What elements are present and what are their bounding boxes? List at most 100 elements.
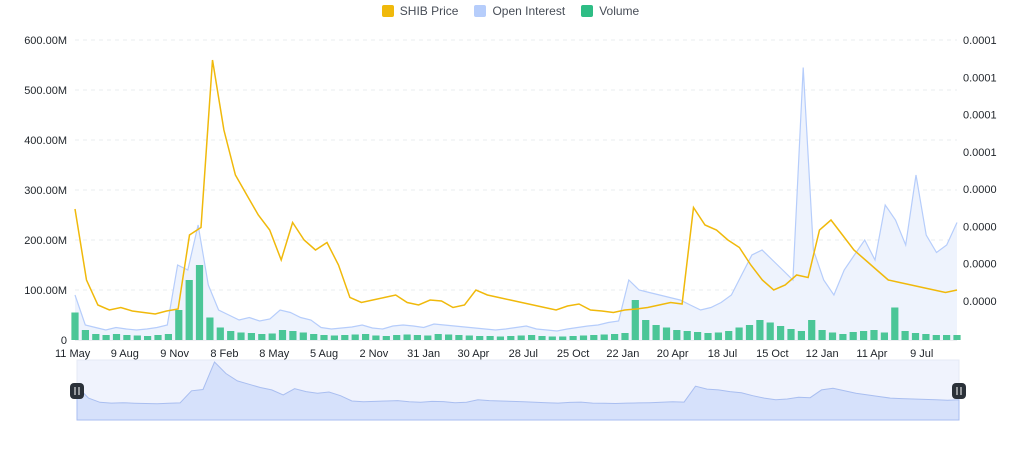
volume-bar: [922, 334, 930, 340]
volume-bar: [787, 329, 795, 340]
y-right-tick-label: 0.0000: [963, 221, 997, 233]
y-right-tick-label: 0.0001: [963, 35, 997, 47]
y-right-tick-label: 0.0000: [963, 259, 997, 271]
legend-swatch: [381, 5, 394, 17]
volume-bar: [517, 335, 525, 340]
x-tick-label: 2 Nov: [359, 348, 388, 360]
volume-bar: [507, 336, 515, 340]
volume-bar: [154, 335, 162, 340]
volume-bar: [579, 335, 588, 340]
volume-bar: [206, 317, 214, 340]
volume-bar: [600, 334, 608, 340]
legend-label: Volume: [599, 4, 640, 18]
volume-bar: [175, 310, 183, 340]
volume-bar: [382, 336, 390, 340]
legend-item-2[interactable]: Volume: [581, 4, 639, 18]
x-tick-label: 20 Apr: [657, 348, 689, 360]
y-right-tick-label: 0.0001: [963, 72, 997, 84]
volume-bar: [839, 334, 847, 340]
chart-legend: SHIB Price Open Interest Volume: [0, 4, 1021, 18]
x-tick-label: 9 Aug: [111, 348, 139, 360]
x-tick-label: 31 Jan: [407, 348, 440, 360]
x-tick-label: 18 Jul: [708, 348, 737, 360]
volume-bar: [694, 332, 702, 340]
volume-bar: [818, 330, 826, 340]
volume-bar: [227, 331, 235, 340]
volume-bar: [237, 332, 245, 340]
volume-bar: [911, 333, 920, 340]
volume-bar: [289, 331, 297, 340]
volume-bar: [569, 336, 577, 340]
x-tick-label: 28 Jul: [509, 348, 538, 360]
volume-bar: [258, 334, 266, 340]
volume-bar: [642, 320, 650, 340]
volume-bar: [341, 335, 349, 340]
volume-bar: [808, 320, 816, 340]
volume-bar: [756, 320, 764, 340]
y-left-tick-label: 300.00M: [24, 185, 67, 197]
y-left-tick-label: 600.00M: [24, 35, 67, 47]
navigator-left-handle[interactable]: [70, 383, 84, 399]
x-tick-label: 15 Oct: [756, 348, 788, 360]
navigator-area: [76, 361, 960, 421]
volume-bar: [278, 330, 287, 340]
volume-bar: [424, 335, 432, 340]
volume-bar: [891, 307, 899, 340]
legend-item-1[interactable]: Open Interest: [474, 4, 565, 18]
volume-bar: [123, 335, 131, 340]
volume-bar: [559, 336, 567, 340]
volume-bar: [496, 336, 504, 340]
open-interest-line: [74, 67, 958, 332]
volume-bar: [403, 334, 411, 340]
volume-bar: [621, 333, 629, 340]
volume-bar: [611, 334, 619, 340]
volume-bar: [102, 335, 110, 340]
volume-bar: [362, 334, 370, 340]
y-left-tick-label: 400.00M: [24, 135, 67, 147]
volume-bar: [953, 335, 961, 340]
x-tick-label: 8 Feb: [210, 348, 238, 360]
y-right-tick-label: 0.0001: [963, 147, 997, 159]
volume-bar: [112, 334, 121, 340]
volume-bar: [714, 332, 722, 340]
legend-item-0[interactable]: SHIB Price: [381, 4, 459, 18]
volume-bar: [133, 335, 141, 340]
volume-bar: [268, 333, 276, 340]
volume-bar: [216, 327, 224, 340]
volume-bar: [476, 336, 484, 340]
volume-bar: [860, 331, 868, 340]
volume-bar: [393, 335, 401, 340]
open-interest-area: [75, 67, 957, 340]
volume-bar: [631, 300, 639, 340]
volume-bar: [766, 322, 774, 340]
y-right-tick-label: 0.0000: [963, 296, 997, 308]
volume-bar: [870, 330, 878, 340]
volume-bar: [164, 334, 172, 340]
shib-price-line: [74, 59, 958, 315]
volume-bar: [745, 325, 754, 340]
volume-bar: [372, 335, 380, 340]
volume-bar: [71, 312, 79, 340]
y-left-tick-label: 500.00M: [24, 85, 67, 97]
x-tick-label: 25 Oct: [557, 348, 589, 360]
volume-bar: [247, 333, 255, 340]
volume-bar: [673, 330, 681, 340]
volume-bar: [310, 334, 318, 340]
y-left-tick-label: 0: [61, 335, 67, 347]
volume-bar: [486, 336, 494, 340]
legend-label: SHIB Price: [399, 4, 459, 18]
volume-bar: [548, 336, 556, 340]
volume-bar: [725, 331, 733, 340]
volume-bar: [144, 336, 152, 340]
y-left-tick-label: 200.00M: [24, 235, 67, 247]
volume-bar: [455, 335, 463, 340]
volume-bar: [880, 332, 888, 340]
y-left-tick-label: 100.00M: [24, 285, 67, 297]
x-tick-label: 9 Nov: [160, 348, 189, 360]
volume-bar: [849, 332, 857, 340]
volume-bar: [590, 335, 598, 340]
navigator-right-handle[interactable]: [952, 383, 966, 399]
x-tick-label: 11 Apr: [856, 348, 887, 360]
x-tick-label: 22 Jan: [606, 348, 639, 360]
handle-body: [952, 383, 966, 399]
